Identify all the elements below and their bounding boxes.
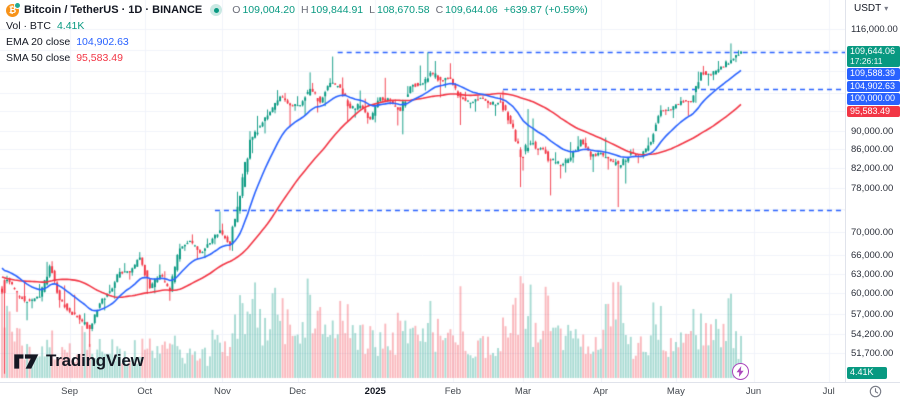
price-axis-badge: 109,588.39 [847, 68, 900, 80]
chevron-down-icon: ▾ [884, 4, 889, 13]
time-tick-label: Oct [137, 386, 153, 397]
status-dot-icon[interactable] [210, 4, 223, 16]
lightning-icon[interactable] [732, 363, 749, 380]
price-tick-label: 86,000.00 [851, 143, 894, 155]
price-tick-label: 78,000.00 [851, 183, 894, 195]
clock-icon[interactable] [869, 385, 882, 398]
price-tick-label: 90,000.00 [851, 125, 894, 137]
chart-legend: ₿ Bitcoin / TetherUS · 1D · BINANCE O 10… [6, 1, 588, 66]
sma-indicator-row[interactable]: SMA 50 close 95,583.49 [6, 50, 588, 66]
volume-axis-badge: 4.41K [847, 367, 887, 379]
ohlc-values: O 109,004.20 H 109,844.91 L 108,670.58 C… [232, 4, 588, 16]
price-axis-badge: 104,902.63 [847, 80, 900, 93]
currency-dropdown[interactable]: USDT ▾ [854, 3, 888, 14]
high-value: 109,844.91 [310, 4, 364, 16]
currency-label: USDT [854, 3, 882, 14]
price-tick-label: 51,700.00 [851, 348, 894, 360]
price-tick-label: 82,000.00 [851, 163, 894, 175]
time-tick-label: Feb [444, 386, 462, 397]
price-axis-badge: 100,000.00 [847, 93, 900, 105]
watermark-text: TradingView [46, 351, 144, 370]
ema-value: 104,902.63 [76, 36, 129, 48]
time-tick-label: Jun [745, 386, 762, 397]
sma-label: SMA 50 close [6, 52, 71, 64]
low-label: L [369, 4, 375, 16]
price-axis-badge: 109,644.06 17:26:11 [847, 46, 900, 68]
tradingview-logo-icon [14, 353, 39, 369]
volume-value: 4.41K [56, 20, 85, 32]
ema-indicator-row[interactable]: EMA 20 close 104,902.63 [6, 34, 588, 50]
time-tick-label: Nov [213, 386, 231, 397]
open-label: O [232, 4, 241, 16]
symbol-title[interactable]: Bitcoin / TetherUS · 1D · BINANCE [24, 4, 203, 16]
time-axis[interactable]: Sep Oct Nov Dec 2025 Feb Mar Apr May Jun Jul [0, 382, 900, 400]
price-tick-label: 70,000.00 [851, 226, 894, 238]
time-tick-label: Mar [514, 386, 532, 397]
bar-countdown: 17:26:11 [850, 55, 883, 66]
price-tick-label: 116,000.00 [851, 24, 898, 35]
price-axis[interactable]: USDT ▾ 116,000.00 90,000.00 86,000.00 82,00… [845, 0, 900, 382]
volume-label: Vol · BTC [6, 20, 51, 32]
ema-label: EMA 20 close [6, 36, 71, 48]
price-axis-badge: 95,583.49 [847, 105, 900, 118]
tradingview-watermark[interactable]: TradingView [14, 351, 144, 371]
volume-row[interactable]: Vol · BTC 4.41K [6, 18, 588, 34]
high-label: H [301, 4, 309, 16]
status-mini-dot-icon [14, 1, 21, 9]
change-value: +639.87 (+0.59%) [503, 4, 588, 16]
price-tick-label: 60,000.00 [851, 288, 894, 300]
sma-value: 95,583.49 [76, 52, 123, 64]
time-tick-label: Apr [593, 386, 609, 397]
close-value: 109,644.06 [445, 4, 498, 16]
price-tick-label: 63,000.00 [851, 268, 894, 280]
time-tick-label: May [666, 386, 685, 397]
close-label: C [435, 4, 444, 16]
time-tick-label: Sep [61, 386, 79, 397]
time-tick-label: 2025 [364, 386, 386, 397]
price-tick-label: 54,200.00 [851, 329, 894, 341]
low-value: 108,670.58 [377, 4, 430, 16]
time-tick-label: Dec [289, 386, 307, 397]
time-tick-label: Jul [822, 386, 835, 397]
bitcoin-icon: ₿ [6, 1, 21, 17]
open-value: 109,004.20 [242, 4, 295, 16]
symbol-row: ₿ Bitcoin / TetherUS · 1D · BINANCE O 10… [6, 1, 588, 18]
price-tick-label: 66,000.00 [851, 250, 894, 262]
price-tick-label: 57,000.00 [851, 308, 894, 320]
